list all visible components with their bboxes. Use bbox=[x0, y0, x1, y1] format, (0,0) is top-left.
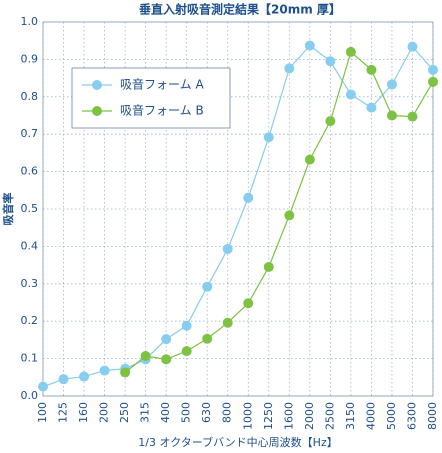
data-point bbox=[140, 350, 151, 361]
x-tick-label: 4000 bbox=[364, 402, 377, 430]
data-point bbox=[407, 41, 418, 52]
data-point bbox=[202, 333, 213, 344]
data-point bbox=[263, 261, 274, 272]
y-tick-label: 0.6 bbox=[21, 165, 39, 178]
x-tick-label: 315 bbox=[139, 402, 152, 423]
y-tick-label: 0.3 bbox=[21, 277, 39, 290]
data-point bbox=[161, 354, 172, 365]
legend-label: 吸音フォーム B bbox=[120, 103, 204, 118]
x-tick-label: 2500 bbox=[323, 402, 336, 430]
data-point bbox=[58, 374, 69, 385]
x-axis-label: 1/3 オクターブバンド中心周波数【Hz】 bbox=[138, 435, 337, 449]
data-point bbox=[284, 63, 295, 74]
data-point bbox=[345, 46, 356, 57]
data-point bbox=[284, 210, 295, 221]
x-tick-label: 250 bbox=[118, 402, 131, 423]
data-point bbox=[325, 116, 336, 127]
x-tick-label: 160 bbox=[77, 402, 90, 423]
data-point bbox=[263, 132, 274, 143]
data-point bbox=[428, 76, 438, 87]
data-point bbox=[243, 298, 254, 309]
data-point bbox=[325, 56, 336, 67]
data-point bbox=[386, 110, 397, 121]
data-point bbox=[366, 64, 377, 75]
legend-marker bbox=[92, 106, 102, 116]
data-point bbox=[407, 111, 418, 122]
legend-label: 吸音フォーム A bbox=[120, 77, 204, 92]
data-point bbox=[99, 365, 110, 376]
chart-title: 垂直入射吸音測定結果【20mm 厚】 bbox=[139, 2, 341, 17]
y-tick-label: 0.5 bbox=[21, 202, 39, 215]
x-tick-label: 800 bbox=[221, 402, 234, 423]
series-line bbox=[124, 50, 434, 373]
legend-marker bbox=[92, 80, 102, 90]
data-point bbox=[428, 64, 438, 75]
x-tick-label: 1250 bbox=[262, 402, 275, 430]
data-point bbox=[222, 317, 233, 328]
y-tick-label: 0.4 bbox=[21, 239, 39, 252]
x-tick-label: 630 bbox=[200, 402, 213, 423]
y-tick-label: 0.0 bbox=[21, 389, 39, 402]
y-tick-label: 0.2 bbox=[21, 314, 39, 327]
y-tick-label: 0.8 bbox=[21, 90, 39, 103]
data-point bbox=[161, 334, 172, 345]
y-axis-label: 吸音率 bbox=[1, 193, 15, 226]
x-tick-label: 1600 bbox=[282, 402, 295, 430]
plot-frame bbox=[42, 21, 434, 397]
x-tick-label: 3150 bbox=[344, 402, 357, 430]
data-point bbox=[202, 281, 213, 292]
data-point bbox=[222, 244, 233, 255]
x-tick-label: 5000 bbox=[385, 402, 398, 430]
x-tick-label: 125 bbox=[57, 402, 70, 423]
y-tick-label: 0.7 bbox=[21, 127, 39, 140]
data-point bbox=[345, 89, 356, 100]
data-point bbox=[38, 381, 48, 392]
x-tick-label: 2000 bbox=[303, 402, 316, 430]
x-tick-label: 500 bbox=[180, 402, 193, 423]
data-point bbox=[386, 79, 397, 90]
x-tick-label: 400 bbox=[159, 402, 172, 423]
data-point bbox=[304, 40, 315, 51]
data-point bbox=[366, 102, 377, 113]
x-tick-label: 200 bbox=[98, 402, 111, 423]
x-tick-label: 8000 bbox=[426, 402, 439, 430]
y-tick-label: 0.9 bbox=[21, 52, 39, 65]
x-tick-label: 100 bbox=[36, 402, 49, 423]
data-point bbox=[243, 192, 254, 203]
legend-box bbox=[71, 67, 231, 129]
data-point bbox=[181, 320, 192, 331]
x-tick-label: 1000 bbox=[241, 402, 254, 430]
data-point bbox=[181, 346, 192, 357]
x-tick-label: 6300 bbox=[405, 402, 418, 430]
data-point bbox=[304, 154, 315, 165]
data-point bbox=[79, 371, 90, 382]
data-point bbox=[120, 367, 131, 378]
y-tick-label: 1.0 bbox=[21, 15, 39, 28]
y-tick-label: 0.1 bbox=[21, 352, 39, 365]
